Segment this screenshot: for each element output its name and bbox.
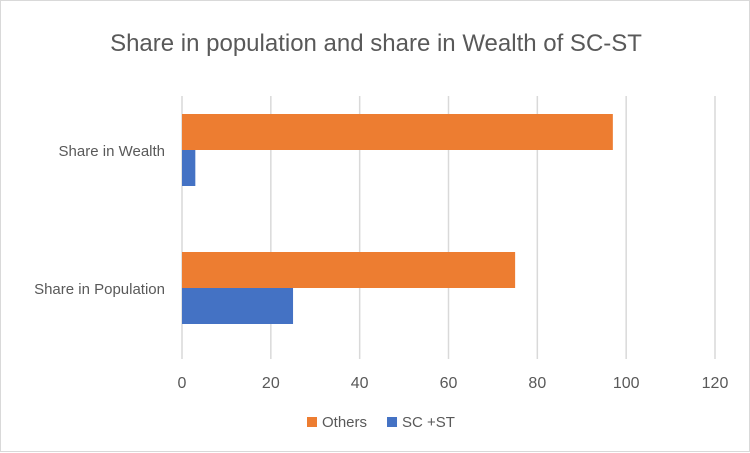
legend-label: Others [322,414,367,431]
x-tick-label: 80 [528,375,546,392]
bar-others [182,114,613,150]
bar-others [182,252,516,288]
x-tick-label: 120 [702,375,729,392]
legend-swatch [307,417,317,427]
legend-swatch [387,417,398,427]
x-tick-label: 0 [178,375,187,392]
y-category-label: Share in Population [34,281,165,298]
legend-label: SC +ST [402,414,455,431]
y-category-label: Share in Wealth [59,143,165,160]
chart-title: Share in population and share in Wealth … [110,30,642,57]
x-tick-label: 40 [351,375,369,392]
bar-sc-st [182,288,294,324]
x-tick-label: 100 [613,375,640,392]
x-tick-label: 20 [262,375,280,392]
x-tick-label: 60 [440,375,458,392]
bar-sc-st [182,150,196,186]
